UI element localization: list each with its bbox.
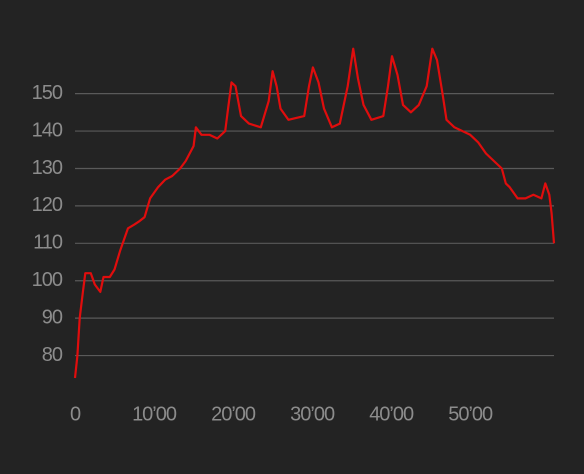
y-tick-label: 80	[42, 344, 63, 366]
x-tick-label: 10’00	[132, 403, 177, 425]
x-tick-label: 20’00	[211, 403, 256, 425]
y-tick-label: 110	[33, 232, 63, 254]
y-tick-label: 140	[32, 119, 63, 141]
y-tick-label: 100	[32, 269, 63, 291]
y-tick-label: 150	[32, 82, 63, 104]
x-tick-label: 40’00	[369, 403, 414, 425]
x-tick-label: 50’00	[448, 403, 493, 425]
x-tick-label: 0	[70, 403, 81, 425]
line	[73, 47, 556, 379]
y-tick-label: 120	[32, 194, 63, 216]
x-tick-label: 30’00	[290, 403, 335, 425]
y-tick-label: 130	[32, 157, 63, 179]
y-tick-label: 90	[42, 306, 63, 328]
